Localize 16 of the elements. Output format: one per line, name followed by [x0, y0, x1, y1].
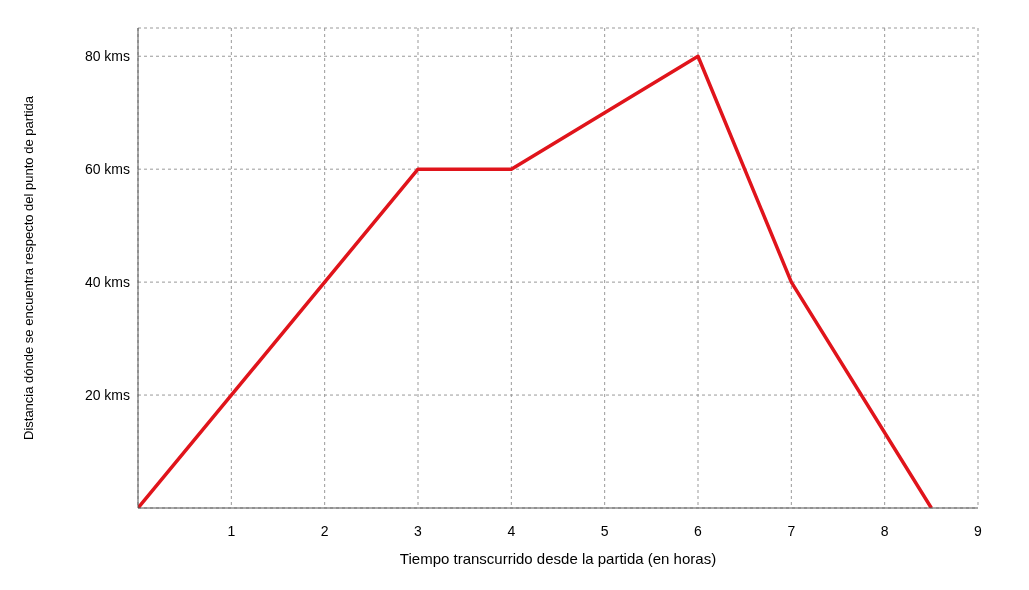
y-tick-label: 80 kms: [84, 48, 130, 65]
y-tick-label: 60 kms: [84, 161, 130, 178]
x-tick-label: 5: [600, 522, 609, 539]
y-tick-label: 40 kms: [84, 274, 130, 291]
x-tick-label: 1: [227, 522, 236, 539]
line-series: [138, 54, 934, 508]
x-tick-label: 9: [974, 522, 983, 539]
y-tick-label: 20 kms: [84, 387, 130, 404]
y-axis-title: Distancia dónde se encuentra respecto del punto de partida: [20, 95, 36, 441]
x-axis-title: Tiempo transcurrido desde la partida (en horas): [399, 550, 717, 567]
x-tick-label: 3: [414, 522, 423, 539]
x-tick-label: 7: [787, 522, 796, 539]
x-tick-label: 2: [320, 522, 329, 539]
x-tick-label: 8: [880, 522, 889, 539]
x-tick-label: 6: [694, 522, 703, 539]
x-tick-label: 4: [507, 522, 516, 539]
